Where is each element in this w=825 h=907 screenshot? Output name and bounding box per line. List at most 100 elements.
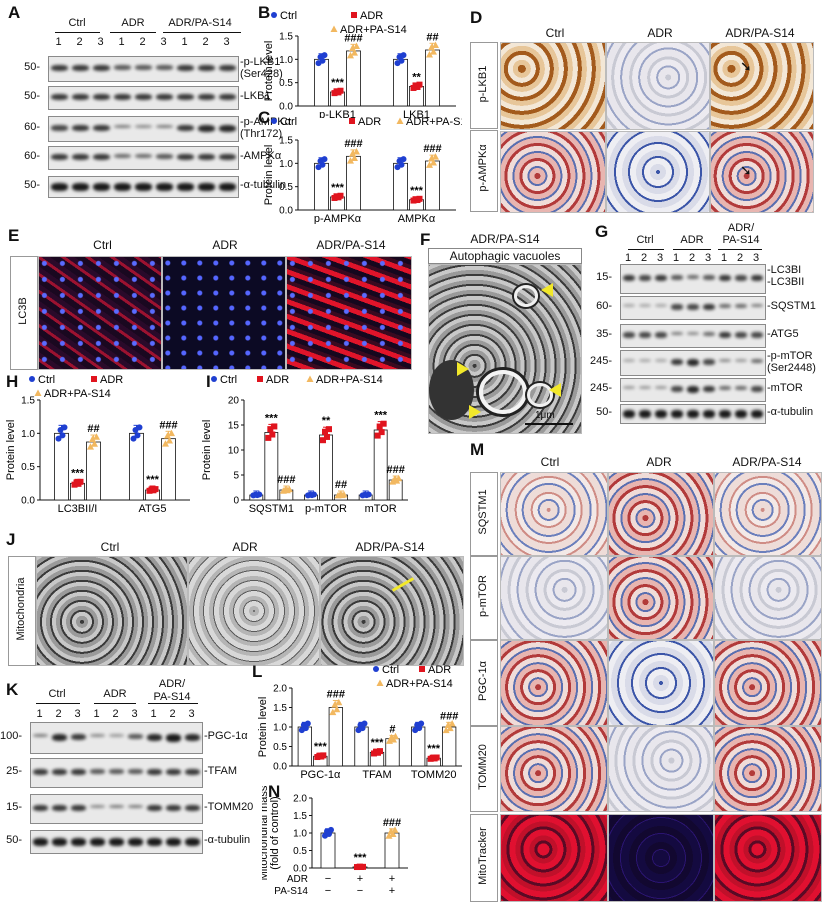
blot-a-row-3 (48, 116, 239, 142)
m-row-label-4: TOMM20 (477, 744, 489, 790)
data-point (448, 719, 456, 727)
significance-mark: # (389, 723, 395, 735)
data-point (331, 701, 339, 708)
j-col-pa: ADR/PA-S14 (355, 540, 425, 554)
blot-band (51, 94, 68, 101)
blot-band (185, 769, 200, 776)
data-point (269, 431, 276, 438)
data-point (398, 161, 405, 168)
blot-k-row-2 (30, 758, 203, 788)
legend-label: ADR (428, 664, 451, 676)
blot-band (156, 94, 173, 101)
blot-g-label-1: -LC3BI -LC3BII (767, 264, 805, 288)
blot-band (71, 734, 86, 741)
y-tick-label: 0.5 (279, 182, 293, 193)
y-tick-label: 0.0 (273, 762, 287, 773)
data-point (433, 754, 440, 761)
bar-pmTOR-ADR (319, 434, 333, 501)
legend-label: ADR (266, 374, 289, 386)
blot-g-lane-7: 1 (720, 252, 728, 264)
x-tick-label: SQSTM1 (249, 503, 294, 515)
blot-band (177, 154, 194, 161)
blot-band (51, 183, 68, 191)
data-point (380, 420, 387, 427)
data-point (347, 51, 354, 59)
y-tick-label: 0.5 (273, 742, 287, 753)
legend-marker (91, 376, 97, 382)
blot-band (198, 94, 215, 101)
panel-letter-h: H (6, 372, 19, 391)
blot-g-mw-1: 15- (596, 271, 612, 283)
data-point (328, 826, 334, 833)
d-img-plkb1-pa (710, 42, 814, 130)
x-tick-label: TOMM20 (411, 769, 457, 781)
e-col-ctrl: Ctrl (93, 238, 112, 252)
blot-g-row-5 (620, 378, 766, 402)
j-row-mito: Mitochondria (15, 577, 27, 641)
legend-marker (29, 376, 35, 382)
data-point (416, 81, 423, 88)
x-tick-label: LC3BII/I (58, 503, 98, 515)
blot-k-mw-2: 25- (6, 765, 22, 777)
f-scale-label: 1μm (535, 410, 555, 421)
panel-letter-a: A (8, 3, 21, 22)
legend-label: Ctrl (280, 10, 297, 22)
legend-marker (351, 12, 357, 18)
blot-band (93, 183, 110, 191)
blot-a-mw-5: 50- (24, 179, 40, 191)
blot-band (93, 94, 110, 101)
data-point (136, 424, 143, 431)
f-arrowhead-3 (549, 383, 561, 397)
blot-band (703, 386, 715, 393)
blot-band (719, 359, 731, 362)
data-point (152, 486, 159, 493)
significance-mark: *** (410, 185, 424, 197)
m-row-label-2: p-mTOR (477, 575, 489, 617)
legend-label: ADR+PA-S14 (406, 116, 462, 128)
blot-band (687, 275, 699, 279)
bar-ATG5-ADRPAS14 (161, 438, 176, 501)
data-point (395, 474, 403, 482)
blot-band (185, 838, 200, 846)
blot-band (671, 332, 683, 336)
blot-band (109, 734, 124, 737)
blot-band (185, 734, 200, 742)
blot-band (687, 304, 699, 310)
bar-LC3BIII-Ctrl (54, 432, 69, 501)
y-tick-label: 0.5 (21, 462, 35, 473)
bar-pLKB1-Ctrl (314, 58, 329, 107)
condition-sign: + (389, 885, 395, 897)
bar-mTOR-ADR (373, 429, 388, 501)
significance-mark: *** (71, 467, 85, 479)
m-img-3-2 (608, 640, 714, 726)
blot-g-mw-6: 50- (596, 406, 612, 418)
e-img-adr (162, 256, 286, 370)
blot-band (51, 125, 68, 131)
data-point (91, 440, 98, 447)
blot-band (703, 359, 715, 365)
significance-mark: ### (387, 464, 405, 476)
d-img-pampk-ctrl (500, 131, 606, 213)
data-point (391, 732, 399, 740)
blot-g-lane-5: 2 (688, 252, 696, 264)
blot-band (219, 183, 236, 191)
legend-marker (419, 666, 425, 672)
blot-band (687, 386, 699, 394)
blot-k-lane-1: 1 (36, 708, 43, 720)
legend-label: ADR+PA-S14 (386, 678, 453, 690)
d-img-pampk-adr (606, 131, 710, 213)
condition-sign: − (325, 885, 331, 897)
y-tick-label: 20 (228, 396, 240, 407)
data-point (446, 724, 454, 732)
e-col-adr: ADR (212, 238, 238, 252)
x-tick-label: p-LKB1 (319, 109, 356, 118)
m-img-2-2 (608, 556, 714, 640)
blot-a-lane-7: 1 (181, 36, 188, 48)
blot-band (128, 838, 143, 846)
blot-k-label-1: -PGC-1α (204, 730, 248, 742)
chart-n: 0.0 0.5 1.0 1.5 2.0 Mitochondrial mass (fold o… (262, 786, 408, 897)
blot-band (93, 65, 110, 72)
panel-letter-l: L (252, 662, 263, 681)
y-tick-label: 1.5 (279, 136, 293, 147)
y-tick-label: 1.5 (293, 811, 307, 822)
